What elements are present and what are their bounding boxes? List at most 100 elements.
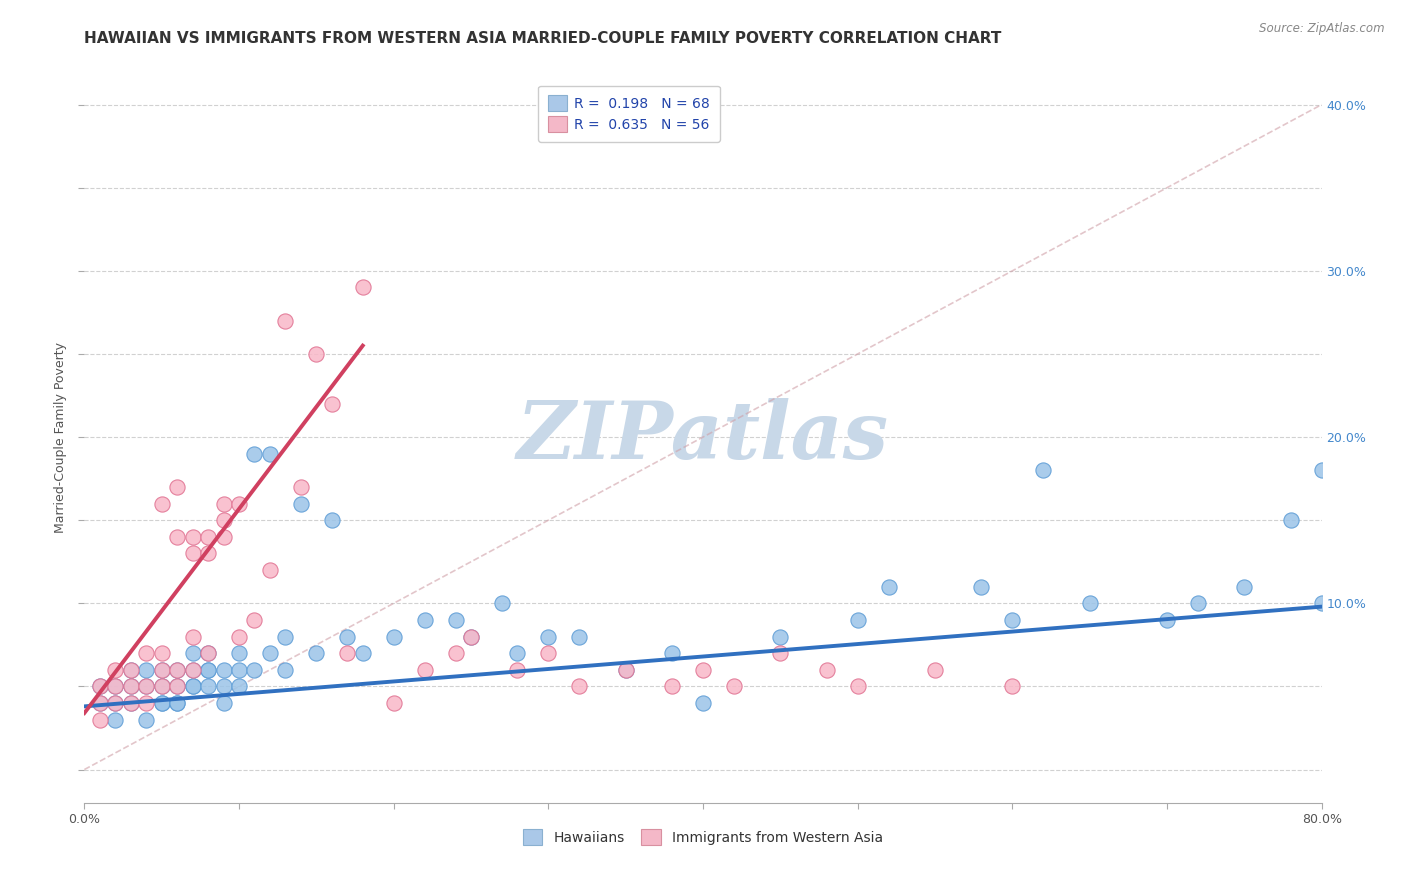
Point bbox=[197, 646, 219, 660]
Text: HAWAIIAN VS IMMIGRANTS FROM WESTERN ASIA MARRIED-COUPLE FAMILY POVERTY CORRELATI: HAWAIIAN VS IMMIGRANTS FROM WESTERN ASIA… bbox=[84, 31, 1001, 46]
Point bbox=[846, 613, 869, 627]
Point bbox=[274, 663, 297, 677]
Point bbox=[166, 680, 188, 694]
Point bbox=[243, 663, 266, 677]
Point bbox=[104, 713, 127, 727]
Point bbox=[1310, 463, 1333, 477]
Point bbox=[846, 680, 869, 694]
Point bbox=[150, 646, 173, 660]
Text: Source: ZipAtlas.com: Source: ZipAtlas.com bbox=[1260, 22, 1385, 36]
Point bbox=[150, 696, 173, 710]
Point bbox=[661, 680, 683, 694]
Point bbox=[197, 663, 219, 677]
Point bbox=[274, 314, 297, 328]
Point bbox=[212, 696, 235, 710]
Point bbox=[336, 630, 359, 644]
Point bbox=[89, 680, 111, 694]
Point bbox=[290, 480, 312, 494]
Point bbox=[135, 663, 157, 677]
Point bbox=[181, 680, 204, 694]
Point bbox=[413, 663, 436, 677]
Point bbox=[166, 663, 188, 677]
Point bbox=[120, 680, 142, 694]
Point bbox=[89, 713, 111, 727]
Point bbox=[228, 630, 250, 644]
Point bbox=[89, 696, 111, 710]
Point bbox=[382, 630, 405, 644]
Point bbox=[692, 696, 714, 710]
Point bbox=[212, 513, 235, 527]
Point bbox=[212, 530, 235, 544]
Point bbox=[243, 447, 266, 461]
Point bbox=[661, 646, 683, 660]
Point bbox=[413, 613, 436, 627]
Point bbox=[104, 680, 127, 694]
Point bbox=[460, 630, 482, 644]
Point bbox=[1156, 613, 1178, 627]
Point bbox=[135, 713, 157, 727]
Point bbox=[692, 663, 714, 677]
Point bbox=[135, 646, 157, 660]
Point bbox=[197, 530, 219, 544]
Point bbox=[181, 630, 204, 644]
Point bbox=[135, 680, 157, 694]
Point bbox=[274, 630, 297, 644]
Point bbox=[181, 646, 204, 660]
Point bbox=[212, 663, 235, 677]
Point bbox=[120, 696, 142, 710]
Point bbox=[769, 630, 792, 644]
Point bbox=[120, 696, 142, 710]
Legend: Hawaiians, Immigrants from Western Asia: Hawaiians, Immigrants from Western Asia bbox=[517, 823, 889, 851]
Point bbox=[506, 646, 529, 660]
Point bbox=[120, 663, 142, 677]
Point bbox=[259, 447, 281, 461]
Point bbox=[723, 680, 745, 694]
Point bbox=[491, 596, 513, 610]
Point bbox=[537, 646, 560, 660]
Point bbox=[104, 696, 127, 710]
Point bbox=[877, 580, 900, 594]
Point bbox=[259, 563, 281, 577]
Point bbox=[305, 646, 328, 660]
Point bbox=[212, 680, 235, 694]
Point bbox=[321, 397, 343, 411]
Point bbox=[352, 646, 374, 660]
Point bbox=[352, 280, 374, 294]
Point bbox=[89, 680, 111, 694]
Point bbox=[228, 663, 250, 677]
Point bbox=[336, 646, 359, 660]
Y-axis label: Married-Couple Family Poverty: Married-Couple Family Poverty bbox=[53, 342, 67, 533]
Text: ZIPatlas: ZIPatlas bbox=[517, 399, 889, 475]
Point bbox=[166, 696, 188, 710]
Point bbox=[259, 646, 281, 660]
Point bbox=[444, 646, 467, 660]
Point bbox=[305, 347, 328, 361]
Point bbox=[1001, 613, 1024, 627]
Point bbox=[150, 680, 173, 694]
Point bbox=[228, 680, 250, 694]
Point bbox=[614, 663, 637, 677]
Point bbox=[166, 663, 188, 677]
Point bbox=[228, 646, 250, 660]
Point bbox=[382, 696, 405, 710]
Point bbox=[1187, 596, 1209, 610]
Point bbox=[150, 497, 173, 511]
Point bbox=[1233, 580, 1256, 594]
Point bbox=[614, 663, 637, 677]
Point bbox=[197, 546, 219, 560]
Point bbox=[1078, 596, 1101, 610]
Point bbox=[769, 646, 792, 660]
Point bbox=[1310, 596, 1333, 610]
Point bbox=[444, 613, 467, 627]
Point bbox=[243, 613, 266, 627]
Point bbox=[120, 663, 142, 677]
Point bbox=[815, 663, 838, 677]
Point bbox=[135, 680, 157, 694]
Point bbox=[321, 513, 343, 527]
Point bbox=[568, 630, 591, 644]
Point bbox=[212, 497, 235, 511]
Point bbox=[460, 630, 482, 644]
Point bbox=[181, 680, 204, 694]
Point bbox=[104, 663, 127, 677]
Point bbox=[537, 630, 560, 644]
